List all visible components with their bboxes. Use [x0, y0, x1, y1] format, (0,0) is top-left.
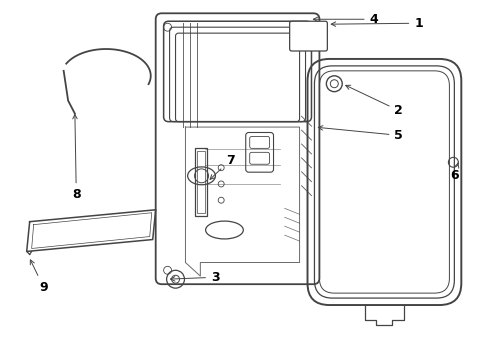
Text: 4: 4 [313, 13, 378, 26]
FancyBboxPatch shape [289, 21, 326, 51]
Text: 5: 5 [318, 126, 402, 142]
Text: 7: 7 [210, 154, 234, 179]
Bar [197, 151, 205, 213]
Text: 2: 2 [345, 85, 402, 117]
Text: 9: 9 [30, 260, 48, 294]
Text: 3: 3 [170, 271, 219, 284]
Text: 8: 8 [72, 114, 81, 201]
Text: 6: 6 [449, 163, 458, 181]
Text: 1: 1 [330, 17, 422, 30]
Bar [195, 148, 207, 216]
